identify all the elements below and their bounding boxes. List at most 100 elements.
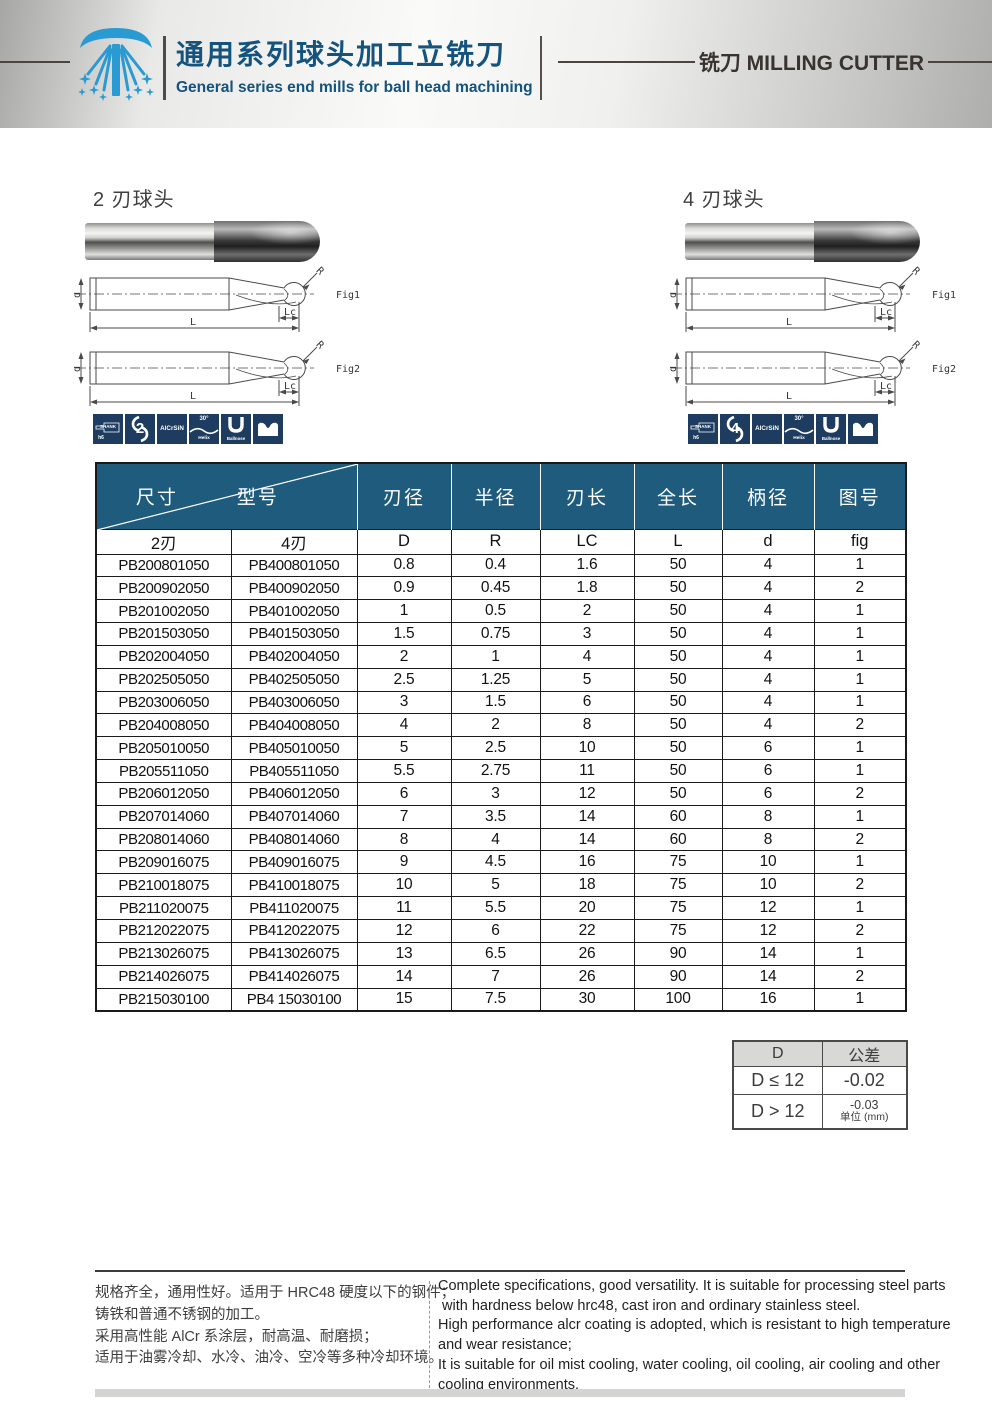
brand-logo-icon bbox=[78, 28, 154, 101]
helix-angle-label: 30° bbox=[199, 416, 209, 422]
table-cell: PB211020075 bbox=[95, 896, 232, 920]
tolerance-row2-label: D > 12 bbox=[732, 1094, 823, 1129]
table-row: PB213026075 PB413026075 13 6.5 26 90 14 1 bbox=[95, 941, 907, 966]
subheader-fig: fig bbox=[813, 528, 907, 555]
shank-tolerance-label: h6 bbox=[693, 435, 699, 441]
table-cell: 2 bbox=[813, 781, 907, 806]
section-title-4flute: 4 刃球头 bbox=[683, 189, 765, 211]
table-cell: 11 bbox=[356, 896, 452, 920]
shank-label: SHANK bbox=[99, 424, 116, 429]
tolerance-row2-value: -0.03 bbox=[850, 1098, 879, 1113]
table-cell: PB205010050 bbox=[95, 736, 232, 761]
table-cell: 1.6 bbox=[539, 553, 635, 578]
table-cell: 5 bbox=[539, 667, 635, 692]
table-row: PB211020075 PB411020075 11 5.5 20 75 12 1 bbox=[95, 896, 907, 920]
table-cell: 4 bbox=[721, 576, 815, 601]
table-cell: PB214026075 bbox=[95, 964, 232, 989]
page-header: 通用系列球头加工立铣刀 General series end mills for… bbox=[0, 0, 992, 128]
table-row: PB203006050 PB403006050 3 1.5 6 50 4 1 bbox=[95, 690, 907, 715]
table-cell: 90 bbox=[633, 964, 723, 989]
table-cell: 50 bbox=[633, 713, 723, 738]
table-row: PB215030100 PB4 15030100 15 7.5 30 100 16 1 bbox=[95, 987, 907, 1012]
table-row: PB209016075 PB409016075 9 4.5 16 75 10 1 bbox=[95, 850, 907, 875]
table-cell: 5.5 bbox=[356, 759, 452, 783]
table-cell: 8 bbox=[721, 827, 815, 852]
helix-word-label: Helix bbox=[793, 436, 805, 441]
helix-badge: 30° Helix bbox=[189, 414, 219, 444]
table-cell: 6.5 bbox=[450, 941, 541, 966]
table-cell: 50 bbox=[633, 599, 723, 624]
helix-badge: 30° Helix bbox=[784, 414, 814, 444]
table-cell: 50 bbox=[633, 576, 723, 601]
product-photo-2flute bbox=[85, 221, 320, 262]
section-title-2flute: 2 刃球头 bbox=[93, 189, 175, 211]
table-cell: 2.5 bbox=[356, 667, 452, 692]
table-cell: 6 bbox=[450, 919, 541, 943]
footer-cn-line: 采用高性能 AlCr 系涂层，耐高温、耐磨损； bbox=[95, 1328, 378, 1345]
table-cell: 18 bbox=[539, 873, 635, 898]
header-left-rule bbox=[0, 61, 70, 63]
fig2-label: Fig2 bbox=[336, 364, 360, 375]
table-cell: 2 bbox=[813, 964, 907, 989]
corner-rule-right bbox=[928, 61, 992, 63]
header-corner: 铣刀 MILLING CUTTER bbox=[558, 48, 992, 76]
table-cell: 4 bbox=[539, 644, 635, 669]
logo-stars bbox=[78, 73, 154, 101]
subheader-2flute: 2刃 bbox=[95, 528, 232, 555]
table-cell: 4 bbox=[721, 713, 815, 738]
table-cell: PB212022075 bbox=[95, 919, 232, 943]
table-cell: 14 bbox=[539, 827, 635, 852]
table-cell: PB200902050 bbox=[95, 576, 232, 601]
table-cell: PB410018075 bbox=[230, 873, 358, 898]
table-cell: 50 bbox=[633, 736, 723, 761]
coating-label: AlCrSiN bbox=[755, 425, 779, 432]
table-cell: 1 bbox=[813, 804, 907, 829]
fig2-drawing: Fig2 bbox=[74, 338, 360, 407]
footer-cn-line: 规格齐全，通用性好。适用于 HRC48 硬度以下的钢件； bbox=[95, 1285, 456, 1301]
coating-badge: AlCrSiN bbox=[752, 414, 782, 444]
table-cell: PB210018075 bbox=[95, 873, 232, 898]
product-photo-4flute bbox=[685, 221, 920, 262]
header-divider bbox=[163, 36, 166, 100]
table-cell: 11 bbox=[539, 759, 635, 783]
subheader-R: R bbox=[450, 528, 541, 555]
table-cell: 75 bbox=[633, 850, 723, 875]
ballnose-label: Ballnose bbox=[226, 436, 246, 441]
table-cell: 1.5 bbox=[356, 622, 452, 646]
tolerance-row1-label: D ≤ 12 bbox=[732, 1066, 823, 1095]
table-cell: 10 bbox=[539, 736, 635, 761]
helix-angle-label: 30° bbox=[794, 416, 804, 422]
table-row: PB200801050 PB400801050 0.8 0.4 1.6 50 4 1 bbox=[95, 553, 907, 578]
tolerance-header-d: D bbox=[732, 1040, 823, 1067]
table-cell: 75 bbox=[633, 896, 723, 920]
table-cell: 3 bbox=[539, 622, 635, 646]
table-cell: 12 bbox=[721, 919, 815, 943]
flute-count-badge: 4 bbox=[720, 414, 750, 444]
table-cell: 4 bbox=[721, 599, 815, 624]
table-cell: 30 bbox=[539, 987, 635, 1012]
table-cell: 1 bbox=[813, 987, 907, 1012]
table-cell: PB404008050 bbox=[230, 713, 358, 738]
shank-badge: SHANK h6 bbox=[688, 414, 718, 444]
table-cell: 2.5 bbox=[450, 736, 541, 761]
table-cell: 50 bbox=[633, 667, 723, 692]
table-cell: 0.75 bbox=[450, 622, 541, 646]
table-cell: 50 bbox=[633, 644, 723, 669]
table-cell: 3 bbox=[450, 781, 541, 806]
feature-badges-4flute: SHANK h6 4 AlCrSiN 30° Helix Ballnose bbox=[688, 414, 880, 444]
table-cell: PB207014060 bbox=[95, 804, 232, 829]
tolerance-row2-cell: -0.03 单位 (mm) bbox=[821, 1094, 908, 1129]
table-cell: 14 bbox=[721, 941, 815, 966]
corner-rule-left bbox=[558, 61, 695, 63]
table-cell: PB201503050 bbox=[95, 622, 232, 646]
table-cell: 1 bbox=[813, 622, 907, 646]
table-cell: 6 bbox=[721, 781, 815, 806]
table-cell: 1 bbox=[813, 850, 907, 875]
table-cell: PB204008050 bbox=[95, 713, 232, 738]
shank-label: SHANK bbox=[694, 424, 711, 429]
table-cell: 1 bbox=[356, 599, 452, 624]
table-cell: 2 bbox=[813, 713, 907, 738]
table-row: PB207014060 PB407014060 7 3.5 14 60 8 1 bbox=[95, 804, 907, 829]
coating-badge: AlCrSiN bbox=[157, 414, 187, 444]
table-cell: PB402505050 bbox=[230, 667, 358, 692]
